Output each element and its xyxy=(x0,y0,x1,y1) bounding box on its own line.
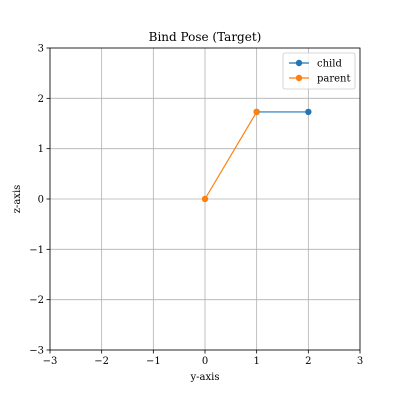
y-tick-label: 0 xyxy=(38,195,44,206)
y-tick-label: −1 xyxy=(29,245,44,256)
y-tick-label: −2 xyxy=(29,295,44,306)
legend-marker-parent xyxy=(295,74,303,82)
x-tick-label: 2 xyxy=(305,356,311,367)
y-tick-label: 2 xyxy=(38,94,44,105)
x-tick-label: −2 xyxy=(94,356,109,367)
series-line-parent xyxy=(204,111,258,200)
ticks: −3 −2 −1 0 1 2 3 −3 −2 −1 0 1 2 3 xyxy=(29,44,363,368)
x-tick-label: −1 xyxy=(146,356,161,367)
legend-label-child: child xyxy=(317,59,342,70)
data-point-parent xyxy=(253,108,260,116)
legend: child parent xyxy=(282,52,356,90)
data-point-child xyxy=(305,108,312,116)
chart-title: Bind Pose (Target) xyxy=(149,30,262,44)
y-tick-label: 1 xyxy=(38,144,44,155)
x-tick-label: −3 xyxy=(43,356,58,367)
y-tick-label: 3 xyxy=(38,44,44,55)
data-point-parent xyxy=(201,195,209,203)
x-tick-label: 0 xyxy=(202,356,208,367)
x-tick-label: 1 xyxy=(253,356,259,367)
x-tick-label: 3 xyxy=(357,356,363,367)
x-axis-label: y-axis xyxy=(190,372,220,383)
y-axis-label: z-axis xyxy=(12,185,23,214)
series-layer xyxy=(201,108,312,203)
legend-label-parent: parent xyxy=(317,74,351,85)
y-tick-label: −3 xyxy=(29,346,44,357)
legend-marker-child xyxy=(295,59,303,67)
